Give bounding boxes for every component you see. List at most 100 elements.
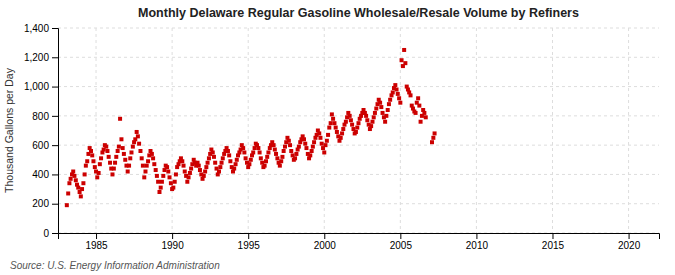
point — [85, 159, 89, 163]
point — [108, 161, 112, 165]
point — [329, 121, 333, 125]
point — [302, 137, 306, 141]
point — [256, 146, 260, 150]
point — [241, 146, 245, 150]
point — [331, 117, 335, 121]
point — [80, 187, 84, 191]
grid-line — [58, 203, 659, 204]
point — [159, 186, 163, 190]
y-axis: 02004006008001,0001,2001,400 — [24, 23, 59, 239]
point — [119, 137, 123, 141]
point — [283, 145, 287, 149]
point — [330, 112, 334, 116]
point — [278, 164, 282, 168]
tick: 2005 — [390, 233, 413, 251]
point — [364, 114, 368, 118]
point — [263, 164, 267, 168]
point — [348, 114, 352, 118]
point — [143, 170, 147, 174]
plot-area: 1985199019952000200520102015202002004006… — [24, 23, 660, 251]
point — [403, 61, 407, 65]
point — [161, 174, 165, 178]
point — [258, 150, 262, 154]
point — [247, 162, 251, 166]
tick-label: 2005 — [390, 240, 413, 251]
tick-label: 800 — [32, 111, 49, 122]
tick-mark — [629, 233, 630, 239]
point — [419, 120, 423, 124]
point — [187, 175, 191, 179]
point — [206, 161, 210, 165]
point — [114, 155, 118, 159]
point — [384, 114, 388, 118]
point — [198, 168, 202, 172]
point — [318, 136, 322, 140]
point — [402, 48, 406, 52]
point — [340, 131, 344, 135]
point — [218, 165, 222, 169]
tick-mark — [52, 28, 58, 29]
point — [265, 155, 269, 159]
point — [98, 162, 102, 166]
grid-line — [58, 86, 659, 87]
point — [386, 108, 390, 112]
point — [232, 167, 236, 171]
point — [323, 143, 327, 147]
tick-label: 1990 — [161, 240, 184, 251]
tick-mark — [52, 145, 58, 146]
tick-mark — [552, 233, 553, 239]
point — [72, 174, 76, 178]
point — [180, 159, 184, 163]
grid — [58, 28, 659, 233]
point — [322, 150, 326, 154]
point — [244, 156, 248, 160]
point — [249, 158, 253, 162]
point — [235, 158, 239, 162]
axis-line — [52, 29, 59, 234]
point — [174, 172, 178, 176]
point — [71, 170, 75, 174]
point — [93, 165, 97, 169]
point — [272, 143, 276, 147]
point — [146, 159, 150, 163]
annotation: Source: U.S. Energy Information Administ… — [10, 260, 220, 271]
point — [388, 98, 392, 102]
grid-line — [172, 28, 173, 233]
tick-label: 1995 — [238, 240, 261, 251]
tick-label: 1,000 — [24, 81, 49, 92]
point — [154, 168, 158, 172]
title: Monthly Delaware Regular Gasoline Wholes… — [138, 6, 579, 20]
point — [65, 203, 69, 207]
tick-mark — [52, 87, 58, 88]
point — [303, 142, 307, 146]
tick-mark — [52, 204, 58, 205]
point — [288, 143, 292, 147]
point — [152, 162, 156, 166]
tick: 1,400 — [24, 23, 58, 34]
point — [350, 123, 354, 127]
point — [168, 175, 172, 179]
point — [91, 159, 95, 163]
tick-label: 1,400 — [24, 23, 49, 34]
point — [183, 170, 187, 174]
point — [151, 156, 155, 160]
point — [393, 83, 397, 87]
point — [127, 164, 131, 168]
tick-label: 1985 — [85, 240, 108, 251]
tick: 1995 — [238, 233, 261, 251]
point — [373, 111, 377, 115]
tick: 2020 — [618, 233, 641, 251]
point — [400, 58, 404, 62]
point — [289, 149, 293, 153]
point — [287, 139, 291, 143]
point — [66, 191, 70, 195]
point — [135, 130, 139, 134]
point — [76, 186, 80, 190]
point — [203, 170, 207, 174]
tick-mark — [476, 233, 477, 239]
point — [207, 156, 211, 160]
point — [221, 156, 225, 160]
point — [150, 152, 154, 156]
point — [105, 149, 109, 153]
point — [341, 127, 345, 131]
